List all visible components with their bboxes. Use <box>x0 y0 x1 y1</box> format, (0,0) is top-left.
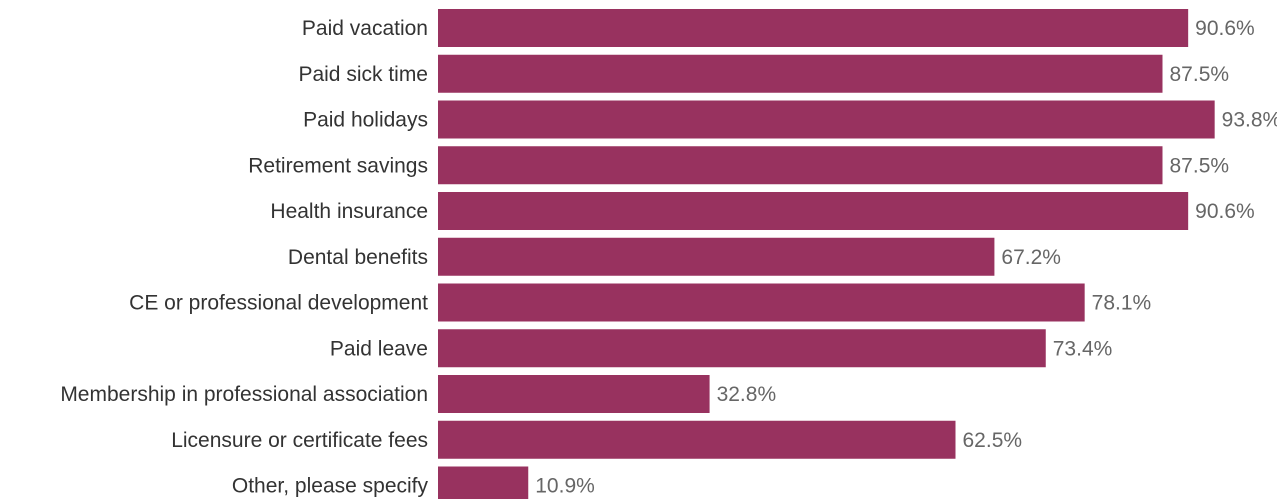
value-label-paid-holidays: 93.8% <box>1222 109 1277 132</box>
category-label-health-insurance: Health insurance <box>270 200 428 223</box>
category-labels-group: Paid vacation Paid sick time Paid holidays… <box>60 17 428 498</box>
value-label-paid-vacation: 90.6% <box>1195 17 1255 40</box>
category-label-other-please-specify: Other, please specify <box>232 475 429 498</box>
value-label-paid-sick-time: 87.5% <box>1170 63 1230 86</box>
bar-licensure-or-certificate-fees <box>438 420 956 459</box>
value-label-membership-in-professional-association: 32.8% <box>717 383 777 406</box>
category-label-paid-sick-time: Paid sick time <box>298 63 428 86</box>
bar-retirement-savings <box>438 146 1163 185</box>
value-label-other-please-specify: 10.9% <box>535 475 595 498</box>
category-label-paid-holidays: Paid holidays <box>303 109 428 132</box>
bar-ce-or-professional-development <box>438 283 1085 322</box>
bars-group <box>438 9 1215 499</box>
bar-other-please-specify <box>438 466 529 499</box>
category-label-membership-in-professional-association: Membership in professional association <box>60 383 428 406</box>
category-label-dental-benefits: Dental benefits <box>288 246 428 269</box>
value-label-health-insurance: 90.6% <box>1195 200 1255 223</box>
bar-paid-holidays <box>438 100 1215 139</box>
value-label-paid-leave: 73.4% <box>1053 337 1113 360</box>
category-label-ce-or-professional-development: CE or professional development <box>129 292 428 315</box>
bar-paid-vacation <box>438 9 1189 47</box>
bar-health-insurance <box>438 192 1189 230</box>
value-label-ce-or-professional-development: 78.1% <box>1092 292 1152 315</box>
value-label-retirement-savings: 87.5% <box>1170 154 1230 177</box>
bar-paid-leave <box>438 329 1046 368</box>
value-label-licensure-or-certificate-fees: 62.5% <box>963 429 1023 452</box>
category-label-paid-leave: Paid leave <box>330 337 428 360</box>
category-label-paid-vacation: Paid vacation <box>302 17 428 40</box>
category-label-retirement-savings: Retirement savings <box>248 154 428 177</box>
bar-membership-in-professional-association <box>438 375 710 413</box>
value-labels-group: 90.6% 87.5% 93.8% 87.5% 90.6% 67.2% 78.1% 73.4%… <box>535 17 1277 498</box>
bar-dental-benefits <box>438 237 995 276</box>
category-label-licensure-or-certificate-fees: Licensure or certificate fees <box>171 429 428 452</box>
value-label-dental-benefits: 67.2% <box>1001 246 1061 269</box>
bar-paid-sick-time <box>438 54 1163 93</box>
